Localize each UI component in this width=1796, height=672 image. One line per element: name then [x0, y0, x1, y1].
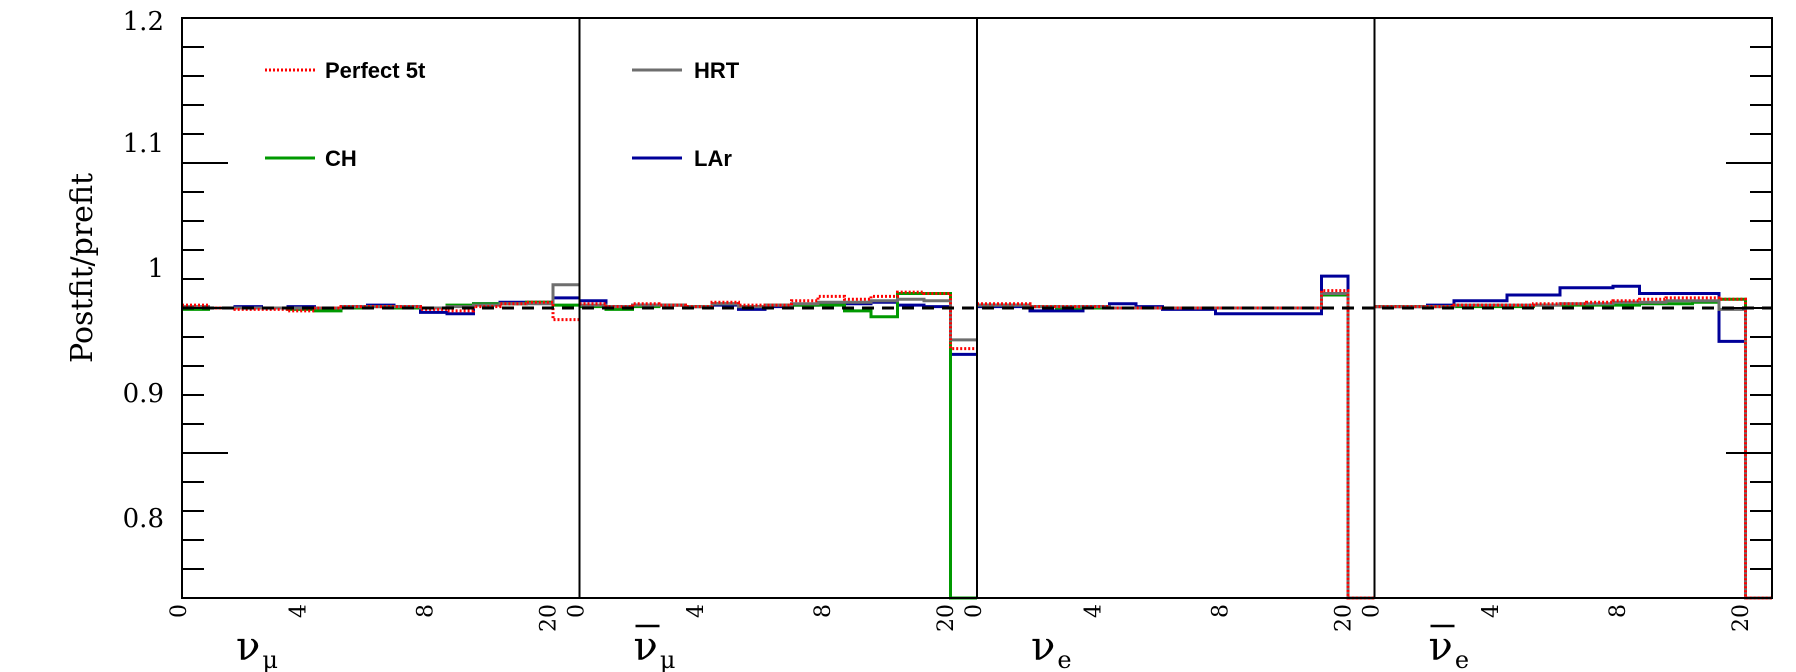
x-tick-label: 20 [1729, 604, 1754, 632]
x-tick-label: 8 [413, 604, 438, 618]
series-line-ch-panel-4 [1374, 297, 1772, 600]
panel-label-2: νμ [634, 624, 676, 672]
x-tick-label: 4 [1479, 604, 1504, 618]
panel-label-3: νe [1031, 624, 1072, 672]
y-tick-label: 1 [147, 254, 164, 284]
x-tick-label: 8 [811, 604, 836, 618]
x-tick-label: 20 [537, 604, 562, 632]
series-line-perfect-5t-panel-3 [977, 289, 1375, 600]
series-line-ch-panel-3 [977, 293, 1375, 600]
axis-layer: 0 4 8 20 νμ 0 4 8 20 νμ 0 4 8 20 νe 0 4 8 20 νe [167, 17, 1773, 672]
x-tick-label: 0 [167, 604, 192, 618]
panel-label-subscript: μ [660, 646, 676, 672]
x-tick-label: 20 [1332, 604, 1357, 632]
series-line-lar-panel-4 [1374, 284, 1772, 600]
x-tick-label: 4 [286, 604, 311, 618]
legend-label-hrt: HRT [694, 58, 740, 83]
x-tick-label: 8 [1606, 604, 1631, 618]
panel-label-1: νμ [236, 624, 278, 672]
series-line-ch-panel-2 [579, 292, 977, 600]
x-tick-label: 8 [1209, 604, 1234, 618]
panel-label-subscript: e [1057, 646, 1071, 672]
series-line-perfect-5t-panel-1 [182, 300, 580, 322]
y-axis-title: Postfit/prefit [65, 173, 100, 363]
y-tick-label: 0.8 [123, 504, 164, 534]
legend: Perfect 5t HRT CH LAr [265, 58, 740, 171]
series-line-hrt-panel-4 [1374, 299, 1772, 600]
panel-label-subscript: μ [262, 646, 278, 672]
x-tick-label: 0 [962, 604, 987, 618]
series-line-lar-panel-3 [977, 274, 1375, 600]
x-tick-label: 20 [934, 604, 959, 632]
series-line-hrt-panel-3 [977, 292, 1375, 600]
x-tick-label: 0 [565, 604, 590, 618]
series-line-perfect-5t-panel-2 [579, 290, 977, 351]
series-line-lar-panel-2 [579, 299, 977, 356]
legend-label-perfect-5t: Perfect 5t [325, 58, 426, 83]
x-tick-label: 4 [684, 604, 709, 618]
series-line-perfect-5t-panel-4 [1374, 296, 1772, 600]
legend-label-ch: CH [325, 146, 357, 171]
y-tick-label: 1.2 [123, 7, 164, 37]
panel-label-subscript: e [1455, 646, 1469, 672]
legend-label-lar: LAr [694, 146, 732, 171]
x-tick-label: 0 [1360, 604, 1385, 618]
panel-label-4: νe [1429, 624, 1470, 672]
y-tick-label: 0.9 [123, 379, 164, 409]
y-tick-label: 1.1 [123, 129, 164, 159]
x-tick-label: 4 [1081, 604, 1106, 618]
